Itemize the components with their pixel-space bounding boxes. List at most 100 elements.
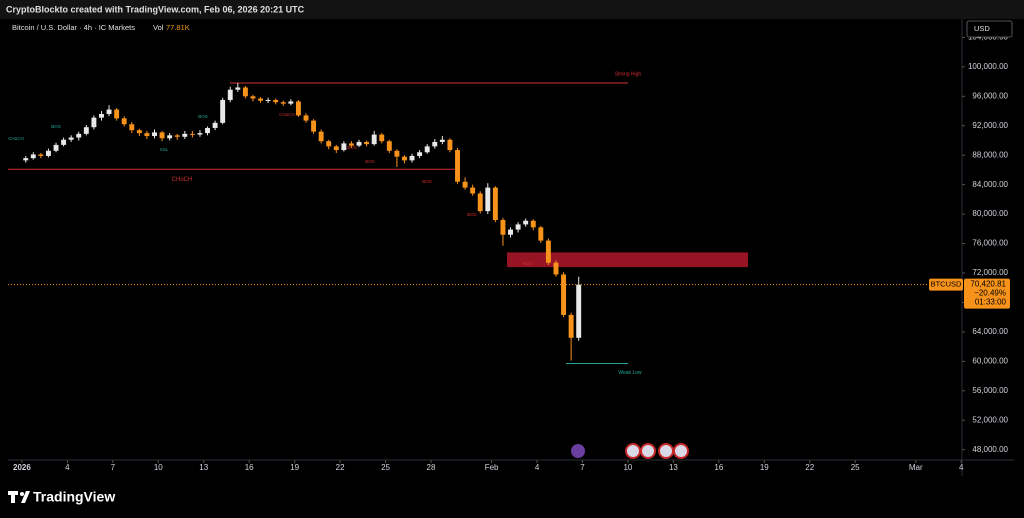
countdown-label: 01:33:00 bbox=[975, 298, 1007, 307]
candle-body bbox=[182, 133, 188, 137]
candle-body bbox=[485, 187, 491, 212]
structure-label: BOS bbox=[198, 114, 208, 119]
candle-body bbox=[167, 135, 173, 139]
y-tick-label: 72,000.00 bbox=[972, 268, 1008, 277]
price-label: 70,420.81 bbox=[970, 280, 1006, 289]
x-tick-label: 19 bbox=[760, 463, 769, 472]
x-tick-label: 16 bbox=[714, 463, 723, 472]
candle-body bbox=[136, 130, 142, 134]
candle-body bbox=[515, 224, 521, 230]
candle-body bbox=[68, 137, 74, 140]
candle-body bbox=[258, 98, 264, 101]
candle-body bbox=[523, 220, 529, 225]
candle-body bbox=[265, 99, 271, 101]
symbol-label: BTCUSD bbox=[931, 280, 962, 289]
y-tick-label: 84,000.00 bbox=[972, 180, 1008, 189]
strong-high-label: Strong High bbox=[615, 71, 642, 77]
candle-body bbox=[38, 154, 44, 156]
candle-body bbox=[189, 133, 195, 135]
x-tick-label: Feb bbox=[485, 463, 499, 472]
candle-body bbox=[114, 109, 120, 119]
candle-body bbox=[386, 141, 392, 151]
structure-label: CHoCH bbox=[279, 112, 295, 117]
candle-body bbox=[76, 133, 82, 138]
header-bar bbox=[0, 0, 1024, 19]
x-tick-label: 22 bbox=[805, 463, 814, 472]
logo-mark bbox=[20, 492, 24, 496]
candle-body bbox=[462, 181, 468, 188]
symbol-box bbox=[929, 278, 963, 291]
candle-body bbox=[576, 284, 582, 338]
candle-body bbox=[227, 89, 233, 100]
y-tick-label: 92,000.00 bbox=[972, 121, 1008, 130]
candle-body bbox=[417, 152, 423, 156]
candle-body bbox=[356, 141, 362, 146]
x-tick-label: 13 bbox=[669, 463, 678, 472]
x-tick-label: 7 bbox=[111, 463, 116, 472]
candle-body bbox=[45, 150, 51, 156]
y-tick-label: 48,000.00 bbox=[972, 445, 1008, 454]
event-icon[interactable] bbox=[640, 443, 656, 459]
candle-body bbox=[477, 193, 483, 212]
candle-body bbox=[455, 150, 460, 182]
candle-body bbox=[212, 122, 218, 128]
candle-body bbox=[220, 99, 226, 123]
currency-label[interactable]: USD bbox=[974, 24, 990, 33]
candle-body bbox=[470, 187, 476, 194]
logo-mark bbox=[11, 491, 15, 503]
y-tick-label: 96,000.00 bbox=[972, 91, 1008, 100]
x-tick-label: 25 bbox=[381, 463, 390, 472]
candle-body bbox=[235, 87, 241, 90]
y-tick-label: 60,000.00 bbox=[972, 356, 1008, 365]
price-box bbox=[964, 278, 1010, 309]
currency-box[interactable] bbox=[966, 20, 1013, 38]
header-text: CryptoBlockto created with TradingView.c… bbox=[6, 4, 305, 14]
candle-body bbox=[280, 102, 286, 104]
candle-body bbox=[447, 139, 453, 151]
candle-body bbox=[432, 141, 438, 147]
x-tick-label: 13 bbox=[199, 463, 208, 472]
footer-brand: TradingView bbox=[33, 489, 115, 505]
event-icon[interactable] bbox=[673, 443, 689, 459]
candle-body bbox=[288, 101, 294, 104]
candle-body bbox=[492, 187, 498, 220]
x-tick-label: 4 bbox=[535, 463, 540, 472]
candle-body bbox=[341, 143, 347, 151]
candle-body bbox=[402, 156, 407, 161]
candle-body bbox=[318, 131, 324, 142]
logo bbox=[8, 491, 30, 503]
structure-label: BOS bbox=[51, 124, 61, 129]
structure-label: CHoCH bbox=[8, 136, 24, 141]
candle-body bbox=[273, 99, 279, 103]
x-tick-label: 10 bbox=[623, 463, 632, 472]
y-tick-label: 56,000.00 bbox=[972, 386, 1008, 395]
y-tick-label: 80,000.00 bbox=[972, 209, 1008, 218]
x-tick-label: Mar bbox=[909, 463, 923, 472]
event-icon[interactable] bbox=[571, 444, 585, 458]
candle-body bbox=[530, 220, 536, 228]
legend-title: Bitcoin / U.S. Dollar · 4h · IC Markets bbox=[12, 23, 135, 32]
x-tick-label: 2026 bbox=[13, 463, 31, 472]
plot: 48,000.00 52,000.00 56,000.00 60,000.00 64,0… bbox=[8, 33, 1009, 472]
structure-label: SSL bbox=[160, 147, 169, 152]
y-tick-label: 76,000.00 bbox=[972, 239, 1008, 248]
choch-label: CHoCH bbox=[172, 177, 193, 183]
candle-body bbox=[121, 118, 127, 125]
y-tick-label: 64,000.00 bbox=[972, 327, 1008, 336]
y-tick-label: 88,000.00 bbox=[972, 150, 1008, 159]
candle-body bbox=[545, 240, 551, 263]
event-icon[interactable] bbox=[625, 443, 641, 459]
candle-body bbox=[553, 262, 559, 275]
candle-body bbox=[394, 150, 400, 157]
event-icons bbox=[571, 443, 689, 459]
candle-body bbox=[83, 127, 89, 134]
candle-body bbox=[508, 229, 513, 235]
candle-body bbox=[23, 158, 29, 161]
volume-value: 77.81K bbox=[166, 23, 190, 32]
candle-body bbox=[364, 141, 370, 145]
candle-body bbox=[295, 101, 301, 116]
candle-body bbox=[53, 144, 59, 151]
event-icon[interactable] bbox=[658, 443, 674, 459]
candle-body bbox=[159, 132, 165, 139]
